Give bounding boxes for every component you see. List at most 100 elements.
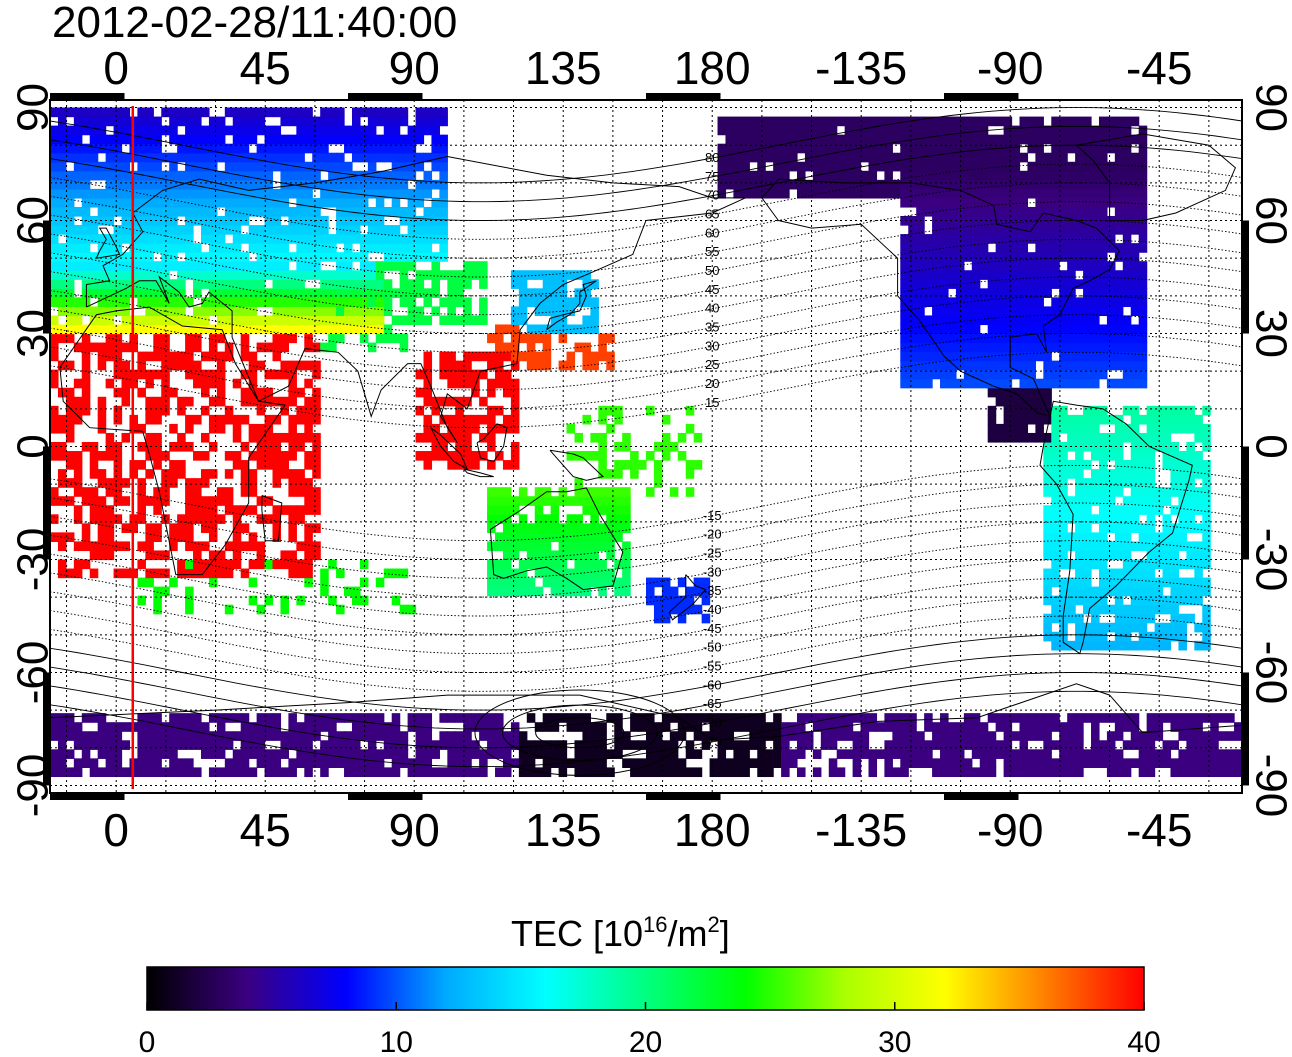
- tec-cell: [900, 125, 909, 136]
- tec-cell: [105, 767, 115, 778]
- tec-cell: [677, 451, 687, 461]
- tec-cell: [1091, 758, 1100, 768]
- tec-cell: [1051, 767, 1060, 778]
- tec-cell: [574, 722, 584, 732]
- tec-cell: [1114, 179, 1124, 190]
- tec-cell: [280, 297, 289, 307]
- tec-cell: [860, 170, 870, 181]
- tec-cell: [65, 460, 75, 470]
- tec-cell: [566, 523, 576, 533]
- tec-cell: [1218, 758, 1227, 768]
- tec-cell: [312, 152, 321, 163]
- tec-cell: [272, 270, 282, 280]
- tec-cell: [145, 315, 154, 326]
- tec-cell: [280, 170, 289, 181]
- tec-cell: [1067, 197, 1076, 208]
- tec-cell: [1098, 252, 1108, 262]
- tec-cell: [121, 360, 131, 371]
- mag-lat-label: 30: [705, 338, 719, 353]
- tec-cell: [844, 134, 854, 145]
- tec-cell: [955, 188, 965, 199]
- tec-cell: [383, 722, 393, 732]
- tec-cell: [288, 288, 297, 298]
- tec-cell: [495, 505, 504, 515]
- tec-cell: [979, 351, 989, 362]
- tec-cell: [1027, 234, 1036, 244]
- tec-cell: [137, 243, 146, 253]
- tec-cell: [304, 261, 313, 271]
- tec-cell: [463, 740, 472, 750]
- tec-cell: [590, 559, 599, 570]
- tec-cell: [264, 143, 274, 154]
- tec-cell: [65, 188, 75, 199]
- tec-cell: [264, 134, 274, 145]
- tec-cell: [169, 523, 178, 533]
- tec-cell: [900, 188, 909, 199]
- tec-cell: [1162, 541, 1172, 552]
- tec-cell: [479, 369, 488, 380]
- tec-cell: [320, 234, 329, 244]
- tec-cell: [1114, 613, 1124, 624]
- tec-cell: [804, 188, 814, 199]
- tec-cell: [256, 125, 266, 136]
- tec-cell: [224, 288, 234, 298]
- tec-cell: [57, 161, 67, 172]
- tec-cell: [193, 487, 202, 497]
- tec-cell: [590, 324, 599, 335]
- tec-cell: [1186, 559, 1195, 570]
- tec-cell: [177, 396, 186, 407]
- tec-cell: [1186, 405, 1195, 416]
- tec-cell: [510, 405, 520, 416]
- tec-cell: [232, 432, 242, 443]
- tec-cell: [1083, 179, 1092, 190]
- tec-cell: [971, 288, 981, 298]
- tec-cell: [216, 496, 226, 506]
- tec-cell: [479, 749, 488, 759]
- tec-cell: [900, 161, 909, 172]
- tec-cell: [288, 369, 297, 380]
- tec-cell: [81, 225, 91, 235]
- tec-cell: [121, 270, 131, 280]
- tec-cell: [73, 731, 83, 741]
- tec-cell: [121, 722, 131, 732]
- tec-cell: [288, 107, 297, 118]
- tec-cell: [590, 550, 599, 561]
- tec-cell: [439, 252, 448, 262]
- tec-cell: [773, 143, 782, 154]
- tec-cell: [439, 297, 448, 307]
- tec-cell: [351, 731, 361, 741]
- tec-cell: [320, 722, 329, 732]
- tec-cell: [1146, 758, 1156, 768]
- tec-cell: [185, 261, 194, 271]
- tec-cell: [582, 487, 591, 497]
- tec-cell: [669, 713, 679, 723]
- tec-cell: [1091, 451, 1100, 461]
- tec-cell: [288, 740, 297, 750]
- tec-cell: [447, 396, 456, 407]
- tec-cell: [495, 722, 504, 732]
- tec-cell: [161, 749, 170, 759]
- tec-cell: [463, 378, 472, 389]
- tec-cell: [1130, 116, 1140, 127]
- tec-cell: [1051, 152, 1060, 163]
- tec-cell: [73, 297, 83, 307]
- tec-cell: [57, 441, 67, 452]
- tec-cell: [653, 731, 663, 741]
- tec-cell: [105, 315, 115, 326]
- tec-cell: [1098, 234, 1108, 244]
- tec-cell: [113, 152, 123, 163]
- tec-cell: [940, 713, 949, 723]
- tec-cell: [137, 577, 146, 588]
- tec-cell: [248, 116, 258, 127]
- tec-cell: [121, 288, 131, 298]
- tec-cell: [1011, 252, 1021, 262]
- tec-cell: [1178, 731, 1187, 741]
- tec-cell: [971, 225, 981, 235]
- tec-cell: [415, 234, 425, 244]
- tec-cell: [518, 306, 528, 317]
- tec-cell: [65, 243, 75, 253]
- tec-cell: [288, 441, 297, 452]
- tec-cell: [1051, 505, 1060, 515]
- tec-cell: [590, 523, 599, 533]
- tec-cell: [1194, 423, 1203, 434]
